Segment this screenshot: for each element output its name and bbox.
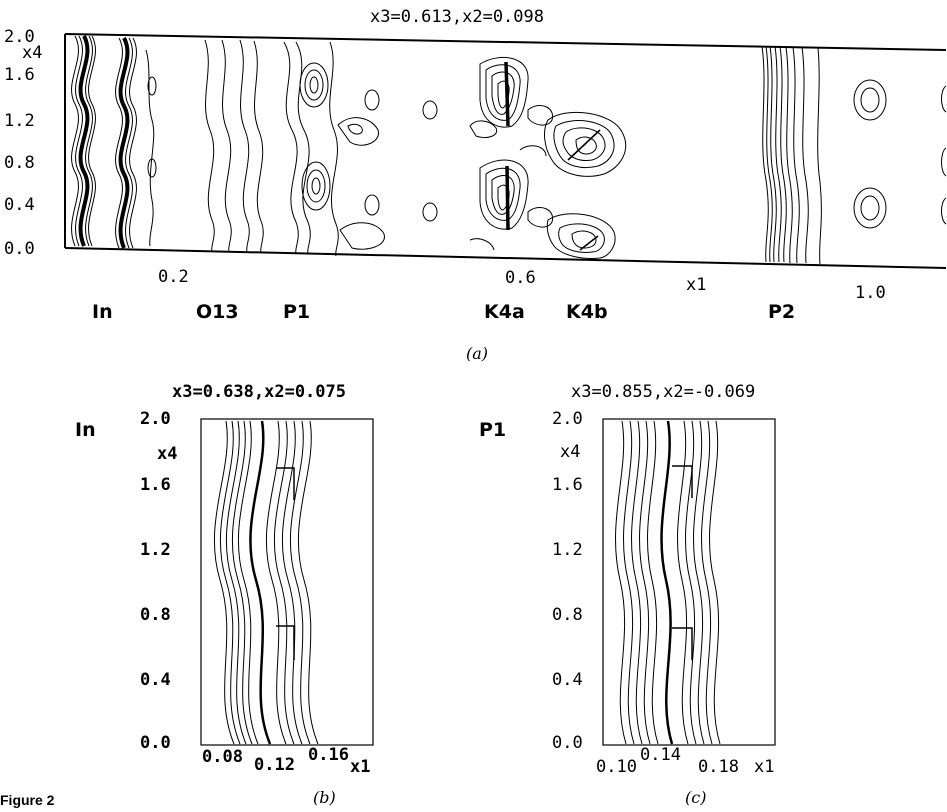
panel-c-ytick-0.8: 0.8 — [552, 605, 583, 625]
panel-b-ytick-2.0: 2.0 — [140, 409, 171, 429]
atom-label-o13: O13 — [196, 301, 239, 323]
contour-minor-peaks — [337, 89, 438, 250]
panel-b-ytick-0.4: 0.4 — [140, 670, 171, 690]
panel-c-contour-map — [615, 420, 721, 745]
panel-a-ytick-1.2: 1.2 — [4, 111, 35, 131]
panel-b-xlabel: x1 — [350, 757, 370, 777]
panel-c: x3=0.855,x2=-0.069 P1 2.0 x4 1.6 1.2 0.8… — [479, 382, 776, 807]
panel-a-ytick-0.0: 0.0 — [4, 239, 35, 259]
panel-a-xtick-0.2: 0.2 — [158, 267, 189, 287]
panel-b-ytick-1.2: 1.2 — [140, 540, 171, 560]
panel-b-header: x3=0.638,x2=0.075 — [172, 382, 346, 402]
panel-c-ytick-0.4: 0.4 — [552, 670, 583, 690]
panel-b-ytick-0.8: 0.8 — [140, 605, 171, 625]
panel-c-atom-label: P1 — [479, 419, 506, 441]
panel-a-ytick-0.8: 0.8 — [4, 153, 35, 173]
panel-b-caption: (b) — [313, 788, 336, 807]
contour-k4a — [469, 56, 554, 251]
panel-b-atom-label: In — [75, 419, 96, 441]
panel-a: x3=0.613,x2=0.098 2.0 x4 1.6 1.2 0.8 0.4… — [4, 7, 947, 363]
panel-c-xlabel: x1 — [754, 757, 774, 777]
contour-right-peaks — [853, 79, 947, 229]
panel-c-ytick-1.6: 1.6 — [552, 475, 583, 495]
panel-b-contour-map — [213, 420, 319, 745]
figure-label: Figure 2 — [0, 792, 55, 808]
atom-label-in: In — [92, 301, 113, 323]
panel-b-ytick-0.0: 0.0 — [140, 733, 171, 753]
panel-a-ytick-2.0: 2.0 — [4, 27, 35, 47]
panel-b-xtick-0.08: 0.08 — [202, 747, 243, 767]
panel-c-xtick-0.14: 0.14 — [640, 745, 681, 765]
panel-b: x3=0.638,x2=0.075 In 2.0 x4 1.6 1.2 0.8 … — [75, 382, 374, 807]
panel-c-frame — [602, 418, 776, 746]
contour-in-satellite — [145, 49, 155, 247]
panel-b-frame — [200, 418, 374, 746]
panel-a-top-border — [64, 33, 947, 51]
atom-label-p1: P1 — [283, 301, 310, 323]
panel-a-xtick-1.0: 1.0 — [855, 283, 886, 303]
panel-a-ytick-1.6: 1.6 — [4, 65, 35, 85]
panel-b-xtick-0.12: 0.12 — [254, 755, 295, 775]
panel-a-xtick-0.6: 0.6 — [505, 268, 536, 288]
panel-a-caption: (a) — [466, 344, 488, 363]
panel-a-bottom-border — [64, 247, 947, 269]
panel-c-ylabel: x4 — [560, 442, 580, 462]
panel-b-ytick-1.6: 1.6 — [140, 475, 171, 495]
panel-c-xtick-0.10: 0.10 — [596, 757, 637, 777]
contour-p1 — [283, 41, 339, 257]
atom-label-k4a: K4a — [484, 301, 525, 323]
contour-in-satellite — [147, 76, 157, 96]
panel-c-caption: (c) — [685, 788, 706, 807]
atom-label-k4b: K4b — [566, 301, 608, 323]
panel-c-xtick-0.18: 0.18 — [698, 757, 739, 777]
panel-a-xlabel: x1 — [686, 275, 706, 295]
panel-b-xtick-0.16: 0.16 — [308, 745, 349, 765]
contour-in-satellite — [147, 158, 157, 178]
panel-c-ytick-1.2: 1.2 — [552, 540, 583, 560]
atom-label-p2: P2 — [768, 301, 795, 323]
contour-o13 — [204, 39, 264, 254]
contour-k4b — [519, 111, 627, 259]
panel-c-header: x3=0.855,x2=-0.069 — [571, 382, 755, 402]
panel-a-contour-map — [71, 35, 947, 265]
panel-a-header: x3=0.613,x2=0.098 — [370, 7, 544, 27]
contour-in-band-1 — [71, 35, 96, 247]
contour-p2 — [761, 45, 822, 265]
panel-c-ytick-0.0: 0.0 — [552, 733, 583, 753]
contour-in-band-2 — [115, 37, 137, 249]
panel-c-ytick-2.0: 2.0 — [552, 409, 583, 429]
panel-b-ylabel: x4 — [157, 444, 177, 464]
panel-a-ytick-0.4: 0.4 — [4, 195, 35, 215]
panel-a-ylabel: x4 — [22, 43, 42, 63]
